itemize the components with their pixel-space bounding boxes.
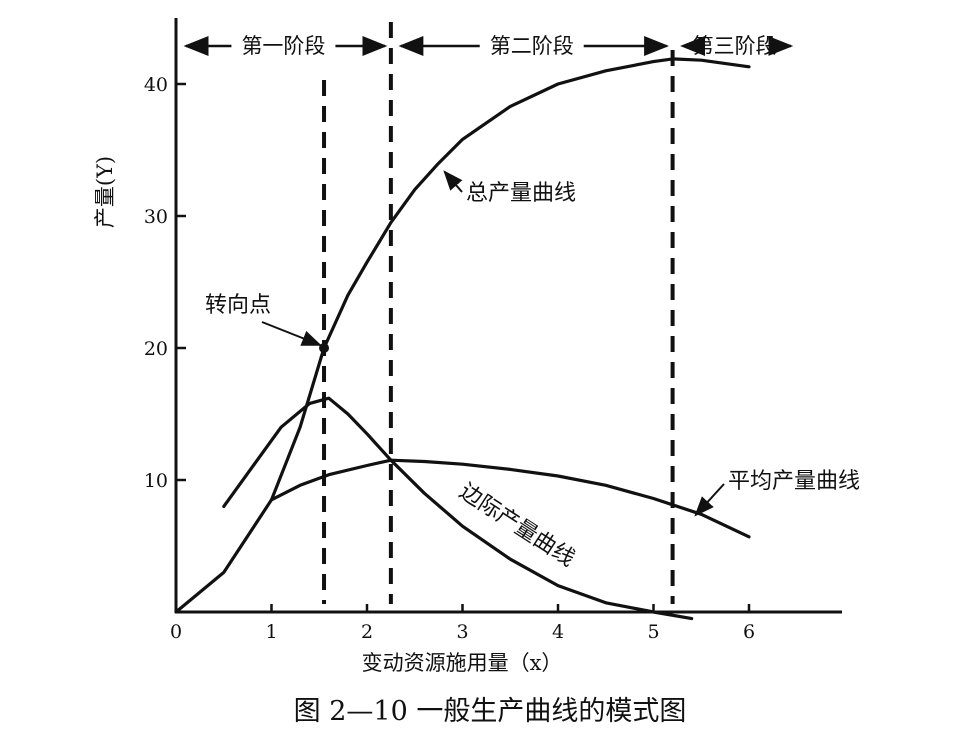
x-tick-label: 2 bbox=[361, 621, 373, 643]
stage-label: 第三阶段 bbox=[693, 34, 777, 58]
x-tick-label: 1 bbox=[265, 621, 277, 643]
stage-label: 第一阶段 bbox=[241, 34, 325, 58]
y-tick-label: 40 bbox=[144, 74, 168, 96]
chart-title: 图 2—10 一般生产曲线的模式图 bbox=[294, 696, 687, 727]
annotation-average-product: 平均产量曲线 bbox=[728, 469, 860, 494]
annotation-marginal-product: 边际产量曲线 bbox=[455, 479, 579, 572]
x-tick-label: 4 bbox=[552, 621, 564, 643]
y-tick-label: 20 bbox=[144, 338, 168, 360]
series-line-1 bbox=[222, 396, 694, 621]
annotation-arrow bbox=[443, 170, 463, 193]
x-tick-label: 3 bbox=[456, 621, 468, 643]
x-axis-title: 变动资源施用量（x） bbox=[362, 651, 563, 675]
x-tick-label: 5 bbox=[647, 621, 659, 643]
y-axis-ticks: 10 20 30 40 bbox=[144, 74, 186, 492]
stage-bar: 第一阶段 第二阶段 第三阶段 bbox=[183, 34, 794, 58]
annotation-arrow bbox=[261, 321, 322, 346]
annotation-turning-point: 转向点 bbox=[205, 293, 271, 318]
series-line-0 bbox=[174, 57, 751, 614]
y-axis-title: 产量(Y) bbox=[93, 156, 117, 228]
annotation-total-product: 总产量曲线 bbox=[466, 181, 576, 206]
y-tick-label: 30 bbox=[144, 206, 168, 228]
y-tick-label: 10 bbox=[144, 470, 168, 492]
stage-boundary-lines bbox=[322, 22, 675, 604]
annotation-arrow bbox=[694, 483, 725, 517]
x-tick-label: 0 bbox=[170, 621, 182, 643]
x-tick-label: 6 bbox=[743, 621, 755, 643]
stage-label: 第二阶段 bbox=[490, 34, 574, 58]
series-line-2 bbox=[269, 458, 751, 539]
x-axis-ticks: 0 1 2 3 4 5 6 bbox=[170, 604, 755, 643]
turning-point-marker bbox=[319, 343, 330, 353]
series-layer bbox=[174, 57, 751, 621]
